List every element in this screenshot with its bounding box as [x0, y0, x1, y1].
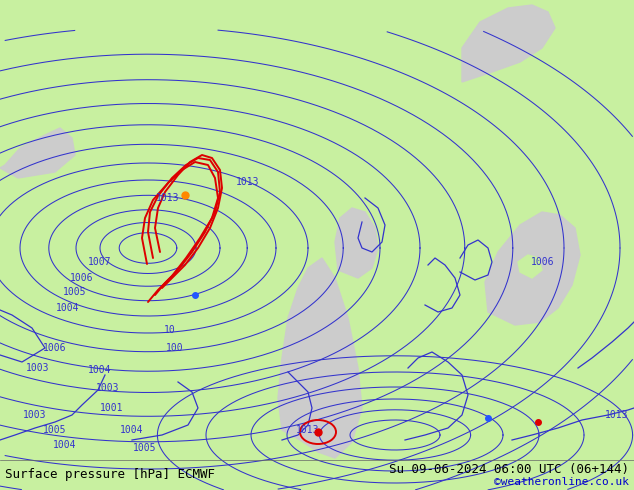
Text: 1004: 1004 [120, 425, 144, 435]
Polygon shape [278, 258, 362, 458]
Text: 1005: 1005 [63, 287, 87, 297]
Text: Surface pressure [hPa] ECMWF: Surface pressure [hPa] ECMWF [5, 467, 215, 481]
Text: 1013: 1013 [605, 410, 629, 420]
Text: 1013: 1013 [236, 177, 260, 187]
Text: 1006: 1006 [43, 343, 67, 353]
Text: Su 09-06-2024 06:00 UTC (06+144): Su 09-06-2024 06:00 UTC (06+144) [389, 463, 629, 475]
Polygon shape [462, 5, 555, 82]
Polygon shape [335, 208, 378, 278]
Text: 1004: 1004 [53, 440, 77, 450]
Text: 1004: 1004 [56, 303, 80, 313]
Text: 1004: 1004 [88, 365, 112, 375]
Text: 1006: 1006 [531, 257, 555, 267]
Text: 1001: 1001 [100, 403, 124, 413]
Text: 100: 100 [166, 343, 184, 353]
Text: 1013: 1013 [156, 193, 180, 203]
Text: 1006: 1006 [70, 273, 94, 283]
Text: 10: 10 [164, 325, 176, 335]
Text: 1003: 1003 [23, 410, 47, 420]
Polygon shape [518, 255, 542, 278]
Text: 1003: 1003 [26, 363, 49, 373]
Text: 1005: 1005 [133, 443, 157, 453]
Polygon shape [485, 212, 580, 325]
Polygon shape [0, 128, 75, 178]
Text: 1007: 1007 [88, 257, 112, 267]
Text: 1005: 1005 [43, 425, 67, 435]
Text: 1013: 1013 [296, 425, 320, 435]
Text: 1003: 1003 [96, 383, 120, 393]
Text: ©weatheronline.co.uk: ©weatheronline.co.uk [494, 477, 629, 487]
